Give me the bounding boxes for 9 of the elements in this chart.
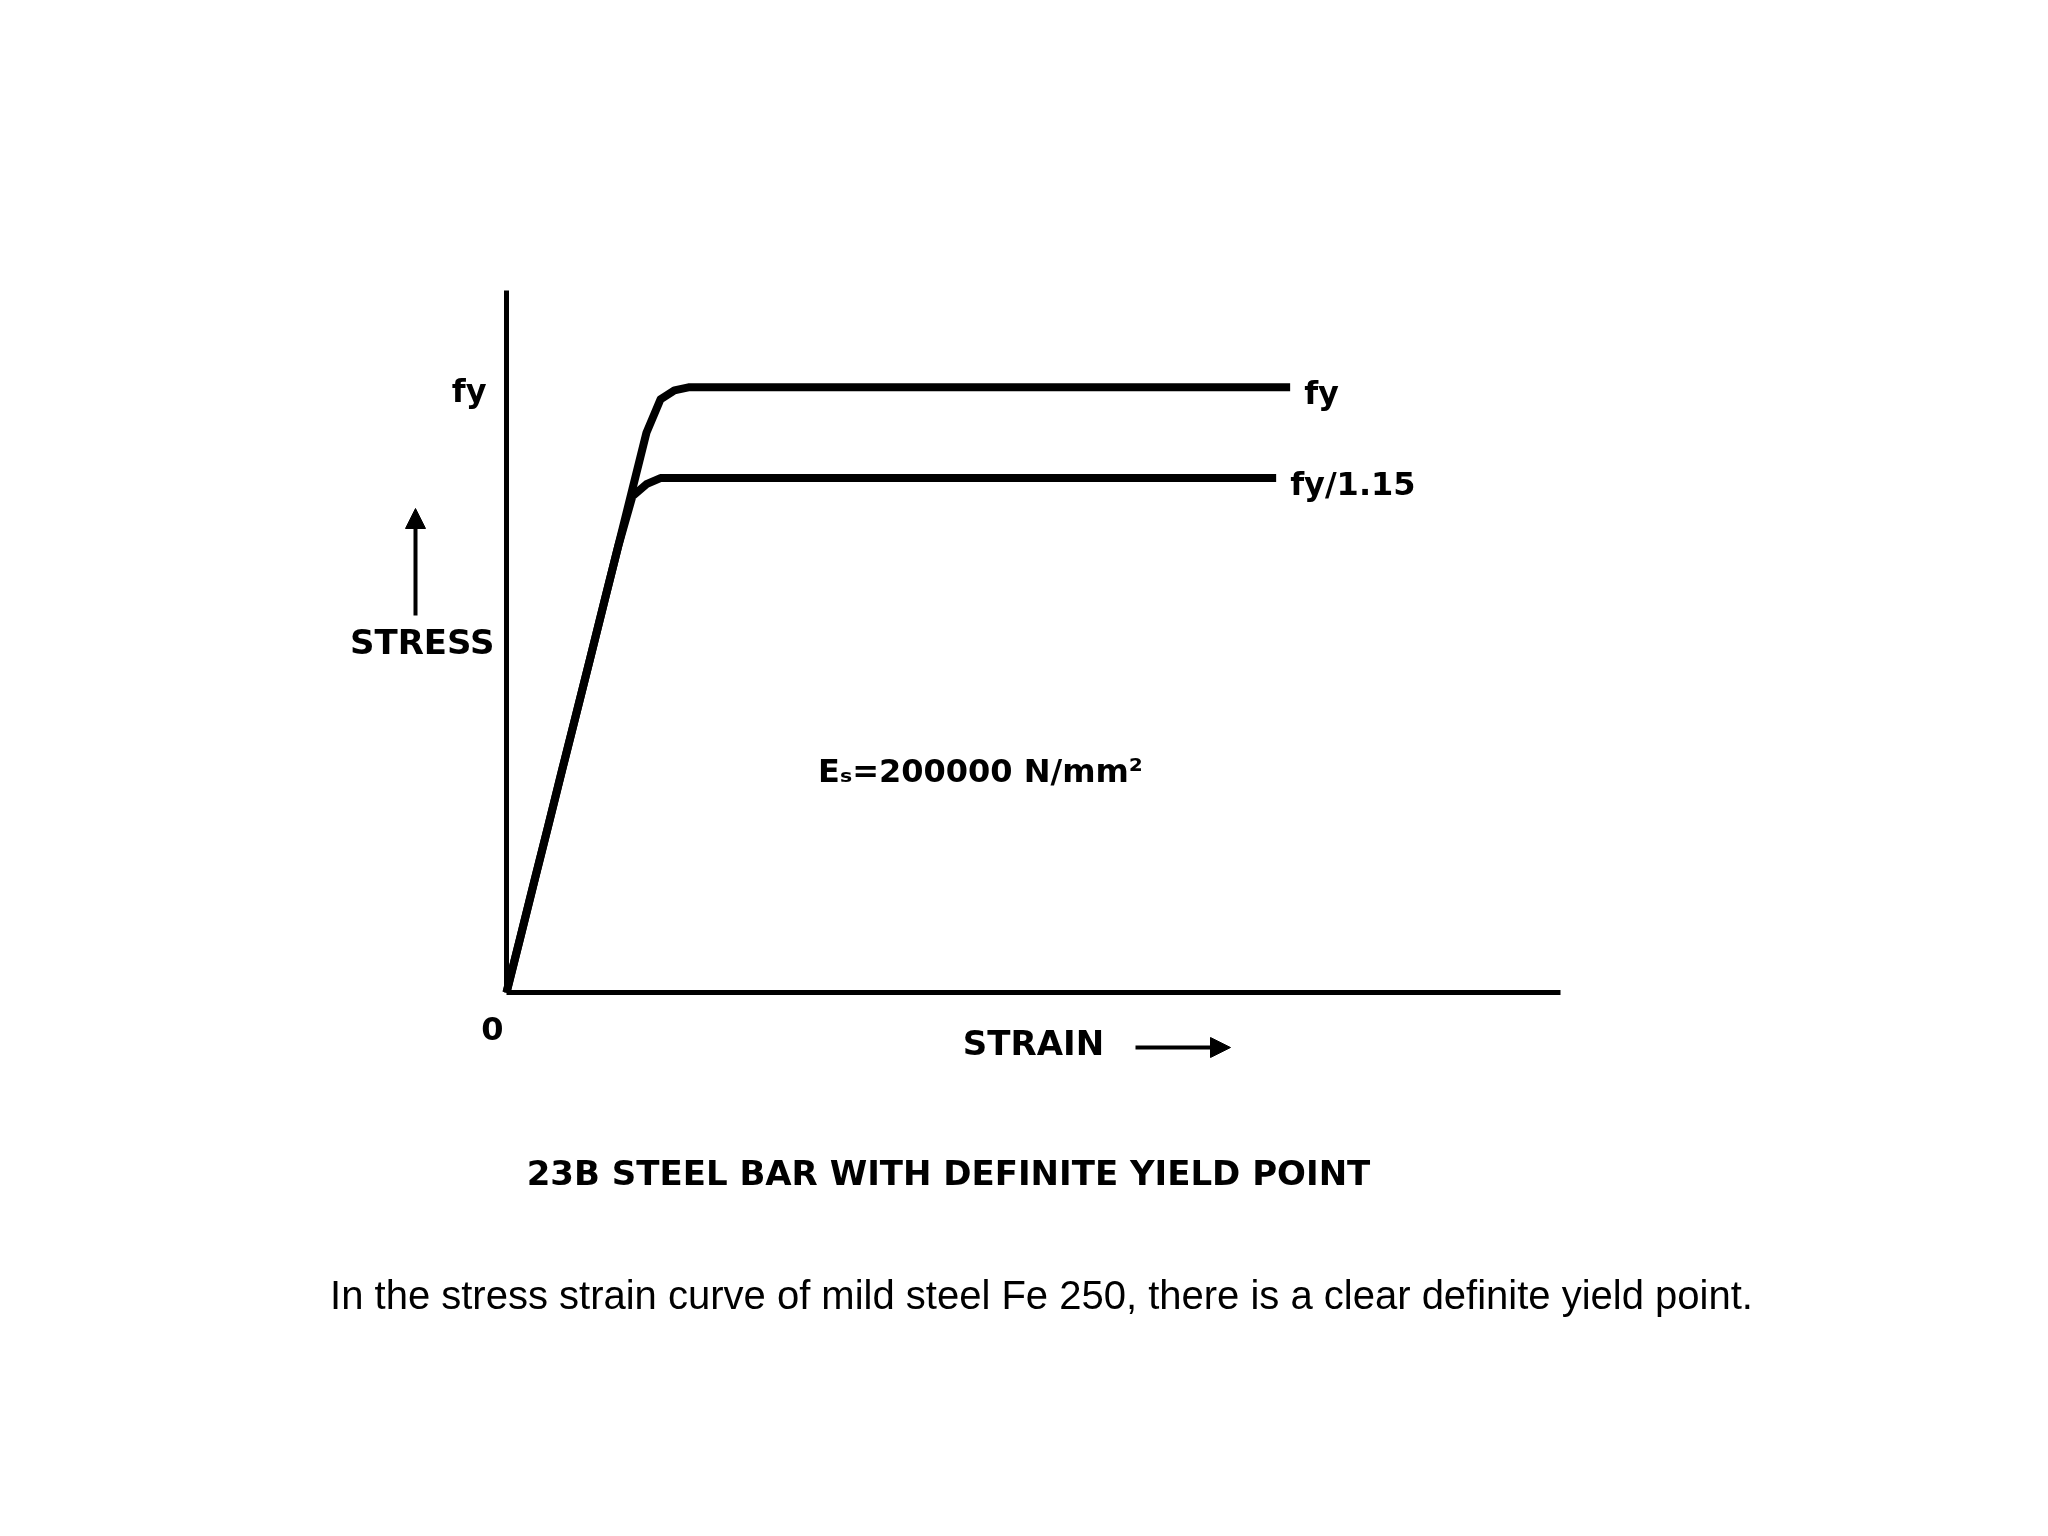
series-label: fy [1304, 374, 1340, 413]
text: 23B STEEL BAR WITH DEFINITE YIELD POINT [526, 1152, 1372, 1193]
text: 0 [481, 1010, 504, 1048]
text: In the stress strain curve of mild steel Fe 250, there is a clear definite yield point. [330, 1272, 1753, 1317]
series-label: fy/1.15 [1290, 465, 1416, 504]
y-axis-title: STRESS [349, 621, 495, 662]
text: fy [451, 371, 487, 410]
x-axis-title: STRAIN [962, 1022, 1105, 1063]
annotation: Eₛ=200000 N/mm² [818, 751, 1143, 790]
